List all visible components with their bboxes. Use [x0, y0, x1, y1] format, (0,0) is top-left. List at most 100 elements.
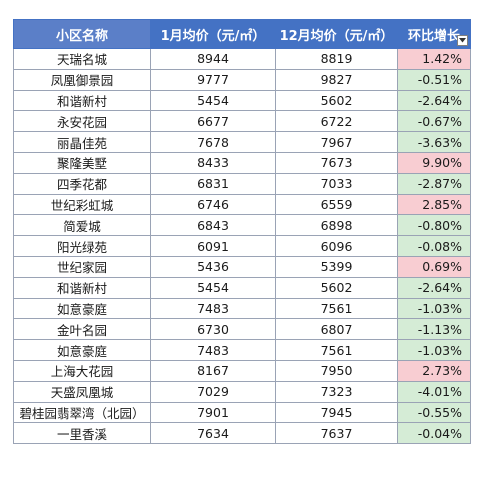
cell-name[interactable]: 凤凰御景园 [14, 69, 151, 90]
cell-change[interactable]: -0.04% [398, 423, 471, 444]
cell-dec-price[interactable]: 7323 [276, 381, 398, 402]
cell-dec-price[interactable]: 7033 [276, 173, 398, 194]
table-row: 世纪家园 5436 5399 0.69% [14, 256, 471, 277]
cell-jan-price[interactable]: 7483 [151, 298, 276, 319]
cell-change[interactable]: 2.73% [398, 360, 471, 381]
cell-jan-price[interactable]: 6091 [151, 236, 276, 257]
cell-jan-price[interactable]: 6746 [151, 194, 276, 215]
cell-change[interactable]: -4.01% [398, 381, 471, 402]
cell-dec-price[interactable]: 7561 [276, 298, 398, 319]
table-body: 天瑞名城 8944 8819 1.42% 凤凰御景园 9777 9827 -0.51% 和谐新村… [14, 49, 471, 444]
table-row: 天盛凤凰城 7029 7323 -4.01% [14, 381, 471, 402]
header-jan-price[interactable]: 1月均价（元/㎡） [151, 20, 276, 49]
cell-change[interactable]: -2.87% [398, 173, 471, 194]
cell-name[interactable]: 金叶名园 [14, 319, 151, 340]
cell-jan-price[interactable]: 8433 [151, 152, 276, 173]
filter-dropdown-icon[interactable] [457, 35, 468, 46]
price-table-container: 小区名称 1月均价（元/㎡） 12月均价（元/㎡） 环比增长 天瑞名城 8944 8… [13, 19, 470, 444]
cell-name[interactable]: 聚隆美墅 [14, 152, 151, 173]
cell-jan-price[interactable]: 9777 [151, 69, 276, 90]
cell-jan-price[interactable]: 5454 [151, 90, 276, 111]
cell-change[interactable]: -2.64% [398, 90, 471, 111]
cell-change[interactable]: 9.90% [398, 152, 471, 173]
cell-dec-price[interactable]: 7561 [276, 340, 398, 361]
table-row: 聚隆美墅 8433 7673 9.90% [14, 152, 471, 173]
cell-dec-price[interactable]: 5602 [276, 277, 398, 298]
cell-dec-price[interactable]: 6722 [276, 111, 398, 132]
cell-change[interactable]: 2.85% [398, 194, 471, 215]
cell-dec-price[interactable]: 7637 [276, 423, 398, 444]
cell-jan-price[interactable]: 6677 [151, 111, 276, 132]
header-change[interactable]: 环比增长 [398, 20, 471, 49]
cell-name[interactable]: 世纪家园 [14, 256, 151, 277]
cell-jan-price[interactable]: 7029 [151, 381, 276, 402]
housing-price-table: 小区名称 1月均价（元/㎡） 12月均价（元/㎡） 环比增长 天瑞名城 8944 8… [13, 19, 471, 444]
cell-name[interactable]: 和谐新村 [14, 90, 151, 111]
table-row: 永安花园 6677 6722 -0.67% [14, 111, 471, 132]
cell-name[interactable]: 四季花都 [14, 173, 151, 194]
cell-dec-price[interactable]: 7967 [276, 132, 398, 153]
cell-jan-price[interactable]: 8167 [151, 360, 276, 381]
header-name[interactable]: 小区名称 [14, 20, 151, 49]
cell-jan-price[interactable]: 5454 [151, 277, 276, 298]
cell-name[interactable]: 简爱城 [14, 215, 151, 236]
cell-name[interactable]: 丽晶佳苑 [14, 132, 151, 153]
cell-jan-price[interactable]: 7678 [151, 132, 276, 153]
cell-name[interactable]: 一里香溪 [14, 423, 151, 444]
table-row: 阳光绿苑 6091 6096 -0.08% [14, 236, 471, 257]
cell-name[interactable]: 碧桂园翡翠湾（北园） [14, 402, 151, 423]
cell-dec-price[interactable]: 9827 [276, 69, 398, 90]
table-row: 如意豪庭 7483 7561 -1.03% [14, 340, 471, 361]
table-row: 和谐新村 5454 5602 -2.64% [14, 90, 471, 111]
table-row: 一里香溪 7634 7637 -0.04% [14, 423, 471, 444]
cell-change[interactable]: 0.69% [398, 256, 471, 277]
cell-dec-price[interactable]: 7950 [276, 360, 398, 381]
cell-change[interactable]: -0.51% [398, 69, 471, 90]
cell-name[interactable]: 天瑞名城 [14, 49, 151, 70]
cell-change[interactable]: 1.42% [398, 49, 471, 70]
cell-dec-price[interactable]: 6559 [276, 194, 398, 215]
cell-jan-price[interactable]: 7901 [151, 402, 276, 423]
cell-change[interactable]: -0.08% [398, 236, 471, 257]
cell-jan-price[interactable]: 8944 [151, 49, 276, 70]
table-row: 丽晶佳苑 7678 7967 -3.63% [14, 132, 471, 153]
cell-name[interactable]: 和谐新村 [14, 277, 151, 298]
cell-jan-price[interactable]: 6730 [151, 319, 276, 340]
table-row: 金叶名园 6730 6807 -1.13% [14, 319, 471, 340]
table-row: 上海大花园 8167 7950 2.73% [14, 360, 471, 381]
cell-change[interactable]: -3.63% [398, 132, 471, 153]
cell-change[interactable]: -2.64% [398, 277, 471, 298]
cell-name[interactable]: 天盛凤凰城 [14, 381, 151, 402]
cell-dec-price[interactable]: 5399 [276, 256, 398, 277]
cell-name[interactable]: 上海大花园 [14, 360, 151, 381]
header-change-label: 环比增长 [408, 29, 460, 44]
cell-change[interactable]: -1.03% [398, 298, 471, 319]
cell-dec-price[interactable]: 7673 [276, 152, 398, 173]
cell-dec-price[interactable]: 5602 [276, 90, 398, 111]
cell-dec-price[interactable]: 6096 [276, 236, 398, 257]
table-row: 凤凰御景园 9777 9827 -0.51% [14, 69, 471, 90]
cell-dec-price[interactable]: 6898 [276, 215, 398, 236]
cell-jan-price[interactable]: 6843 [151, 215, 276, 236]
cell-dec-price[interactable]: 8819 [276, 49, 398, 70]
cell-change[interactable]: -1.03% [398, 340, 471, 361]
cell-change[interactable]: -0.55% [398, 402, 471, 423]
cell-dec-price[interactable]: 7945 [276, 402, 398, 423]
header-dec-price[interactable]: 12月均价（元/㎡） [276, 20, 398, 49]
cell-jan-price[interactable]: 6831 [151, 173, 276, 194]
cell-jan-price[interactable]: 7483 [151, 340, 276, 361]
cell-jan-price[interactable]: 5436 [151, 256, 276, 277]
table-row: 和谐新村 5454 5602 -2.64% [14, 277, 471, 298]
cell-name[interactable]: 如意豪庭 [14, 340, 151, 361]
table-row: 世纪彩虹城 6746 6559 2.85% [14, 194, 471, 215]
cell-change[interactable]: -0.80% [398, 215, 471, 236]
cell-dec-price[interactable]: 6807 [276, 319, 398, 340]
cell-name[interactable]: 永安花园 [14, 111, 151, 132]
cell-name[interactable]: 阳光绿苑 [14, 236, 151, 257]
cell-jan-price[interactable]: 7634 [151, 423, 276, 444]
cell-name[interactable]: 世纪彩虹城 [14, 194, 151, 215]
cell-change[interactable]: -1.13% [398, 319, 471, 340]
cell-name[interactable]: 如意豪庭 [14, 298, 151, 319]
table-row: 如意豪庭 7483 7561 -1.03% [14, 298, 471, 319]
cell-change[interactable]: -0.67% [398, 111, 471, 132]
